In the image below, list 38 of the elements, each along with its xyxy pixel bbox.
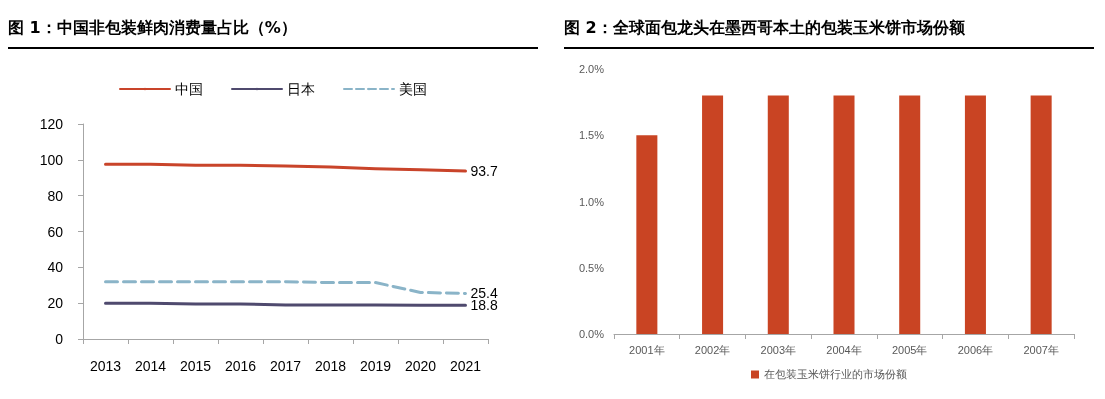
x-tick-label: 2019 — [359, 358, 392, 374]
y-tick-label: 0.5% — [578, 261, 605, 274]
y-tick-label: 60 — [47, 223, 64, 240]
y-tick-label: 0 — [55, 331, 64, 347]
y-tick-label: 20 — [47, 295, 64, 312]
y-tick-label: 1.0% — [578, 195, 605, 208]
x-tick-label: 2013 — [89, 358, 122, 374]
x-tick-label: 2001年 — [629, 343, 665, 356]
chart-title: 图 1：中国非包装鲜肉消费量占比（%） — [8, 8, 538, 49]
y-tick-label: 1.5% — [578, 129, 605, 142]
x-tick-label: 2007年 — [1023, 343, 1059, 356]
chart-title: 图 2：全球面包龙头在墨西哥本土的包装玉米饼市场份额 — [564, 8, 1094, 49]
x-tick-label: 2014 — [134, 358, 167, 374]
x-tick-label: 2017 — [269, 358, 302, 374]
y-tick-label: 40 — [47, 259, 64, 276]
y-tick-label: 80 — [47, 187, 64, 204]
x-tick-label: 2003年 — [760, 343, 797, 356]
x-tick-label: 2016 — [224, 358, 257, 374]
x-tick-label: 2015 — [179, 358, 212, 374]
x-tick-label: 2021 — [449, 358, 482, 374]
y-tick-label: 0.0% — [578, 328, 605, 340]
line-series — [104, 280, 467, 295]
line-series — [104, 162, 467, 173]
legend-label: 在包装玉米饼行业的市场份额 — [764, 368, 907, 381]
data-label: 93.7 — [470, 163, 498, 180]
legend-label: 中国 — [175, 81, 203, 97]
y-tick-label: 120 — [39, 116, 64, 132]
x-tick-label: 2006年 — [957, 343, 994, 356]
legend-label: 日本 — [287, 81, 315, 97]
x-tick-label: 2004年 — [826, 343, 862, 356]
data-label: 18.8 — [470, 297, 498, 314]
legend-label: 美国 — [399, 81, 427, 97]
x-tick-label: 2020 — [404, 358, 437, 374]
x-tick-label: 2005年 — [891, 343, 928, 356]
x-tick-label: 2018 — [314, 358, 347, 374]
y-tick-label: 2.0% — [578, 63, 605, 75]
y-tick-label: 100 — [39, 151, 64, 168]
x-tick-label: 2002年 — [694, 343, 731, 356]
